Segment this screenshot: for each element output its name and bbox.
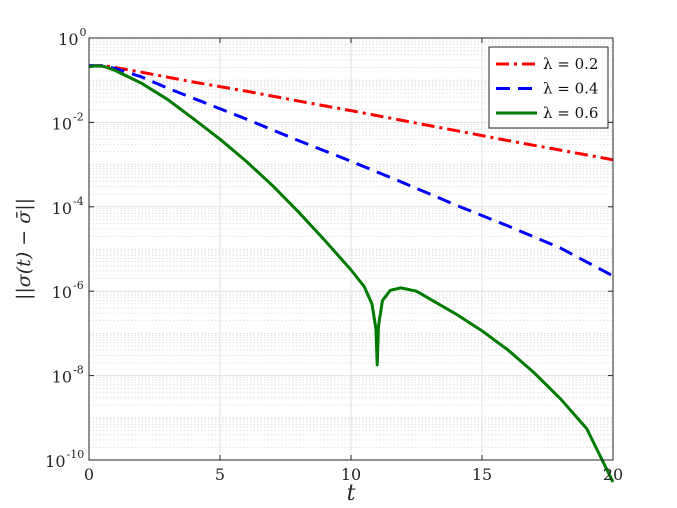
legend-items: λ = 0.2 λ = 0.4 λ = 0.6 xyxy=(496,55,598,122)
legend-label: λ = 0.6 xyxy=(543,104,598,122)
y-tick-label: 10 -2 xyxy=(52,110,84,133)
y-tick-label: 10 -8 xyxy=(52,364,84,387)
y-tick-exponent: -10 xyxy=(67,448,85,461)
y-tick-base: 10 xyxy=(58,30,78,49)
y-tick-label: 10 -6 xyxy=(52,279,84,302)
x-tick-label: 5 xyxy=(215,465,225,484)
axis-ticks xyxy=(88,37,614,461)
x-tick-label: 20 xyxy=(603,465,623,484)
series-line xyxy=(88,64,615,483)
x-tick-label: 15 xyxy=(472,465,492,484)
x-tick-label: 10 xyxy=(341,465,361,484)
y-tick-base: 10 xyxy=(52,114,72,133)
legend-label: λ = 0.2 xyxy=(543,55,598,73)
y-tick-exponent: 0 xyxy=(80,26,87,39)
y-axis-label: ||σ(t) − σ̄|| xyxy=(13,198,35,300)
y-tick-label: 10 0 xyxy=(58,26,86,49)
y-tick-base: 10 xyxy=(52,283,72,302)
series-line xyxy=(89,64,614,278)
legend: λ = 0.2 λ = 0.4 λ = 0.6 xyxy=(488,46,609,129)
x-axis-label: t xyxy=(347,481,356,506)
y-tick-exponent: -8 xyxy=(73,364,84,377)
x-tick-label: 0 xyxy=(84,465,94,484)
legend-label: λ = 0.4 xyxy=(543,80,598,98)
y-tick-base: 10 xyxy=(45,452,65,471)
y-tick-exponent: -2 xyxy=(73,110,84,123)
y-tick-base: 10 xyxy=(52,368,72,387)
x-tick-labels: 0 5 10 15 20 xyxy=(84,465,623,484)
y-tick-exponent: -4 xyxy=(73,195,84,208)
y-tick-base: 10 xyxy=(52,199,72,218)
y-tick-exponent: -6 xyxy=(73,279,84,292)
y-tick-label: 10 -4 xyxy=(52,195,84,218)
y-tick-label: 10 -10 xyxy=(45,448,84,471)
series-group xyxy=(88,64,615,483)
